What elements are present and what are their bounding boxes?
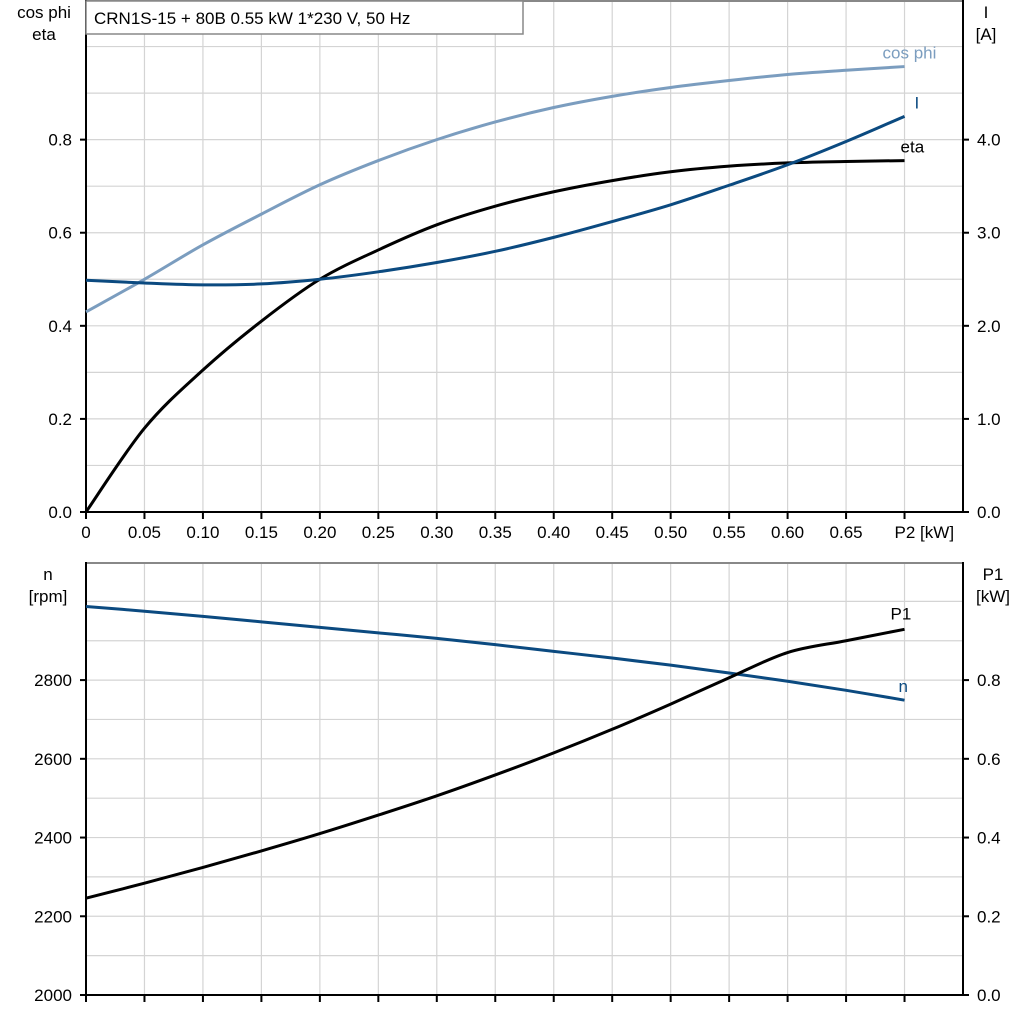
x-tick-label: 0.60 — [771, 523, 804, 542]
y-right-tick-label: 4.0 — [977, 131, 1001, 150]
series-line-i — [85, 114, 906, 287]
series-line-p1 — [85, 627, 905, 900]
series-label-n: n — [899, 677, 908, 696]
series-label-p1: P1 — [891, 604, 912, 623]
y-right-axis-label: I — [984, 3, 989, 22]
y-left-axis-label: eta — [32, 25, 56, 44]
title-box — [85, 0, 524, 35]
y-left-tick-label: 0.2 — [48, 410, 72, 429]
series-label-eta: eta — [901, 138, 925, 157]
y-right-tick-label: 3.0 — [977, 224, 1001, 243]
x-tick-label: 0.25 — [362, 523, 395, 542]
series-line-n — [85, 604, 905, 702]
y-left-tick-label: 2200 — [34, 907, 72, 926]
x-axis-label: P2 [kW] — [895, 523, 955, 542]
x-tick-label: 0.05 — [128, 523, 161, 542]
y-left-tick-label: 0.6 — [48, 224, 72, 243]
panel-2: 2000 2200 2400 2600 2800 0.0 0.2 0.4 0.6 0.8 n [rpm… — [29, 562, 1010, 1005]
y-left-tick-label: 2600 — [34, 750, 72, 769]
y-left-tick-label: 0.4 — [48, 317, 72, 336]
series-line-eta — [84, 159, 905, 513]
x-tick-label: 0.45 — [596, 523, 629, 542]
x-tick-label: 0.15 — [245, 523, 278, 542]
y-right-tick-label: 0.6 — [977, 750, 1001, 769]
y-right-axis-label: [A] — [976, 25, 997, 44]
y-right-tick-label: 0.8 — [977, 671, 1001, 690]
chart-title: CRN1S-15 + 80B 0.55 kW 1*230 V, 50 Hz — [94, 9, 410, 28]
y-right-tick-label: 2.0 — [977, 317, 1001, 336]
x-tick-label: 0.55 — [713, 523, 746, 542]
x-tick-label: 0 — [81, 523, 90, 542]
x-tick-label: 0.65 — [830, 523, 863, 542]
x-tick-label: 0.30 — [420, 523, 453, 542]
y-right-tick-label: 0.4 — [977, 829, 1001, 848]
y-right-tick-label: 0.0 — [977, 503, 1001, 522]
x-tick-label: 0.50 — [654, 523, 687, 542]
y-left-axis-label: cos phi — [17, 3, 71, 22]
y-right-tick-label: 1.0 — [977, 410, 1001, 429]
x-tick-label: 0.35 — [479, 523, 512, 542]
series-label-cos-phi: cos phi — [883, 44, 937, 63]
y-right-axis-label: [kW] — [976, 587, 1010, 606]
series-line-cos-phi — [85, 65, 905, 314]
series-label-i: I — [915, 93, 920, 112]
y-left-tick-label: 2800 — [34, 671, 72, 690]
y-left-tick-label: 2400 — [34, 829, 72, 848]
x-tick-label: 0.10 — [186, 523, 219, 542]
x-tick-label: 0.20 — [303, 523, 336, 542]
panel-1: 0 0.05 0.10 0.15 0.20 0.25 0.30 0.35 0.40 0.45 0.5… — [17, 0, 1001, 542]
y-right-axis-label: P1 — [983, 565, 1004, 584]
y-left-axis-label: n — [43, 565, 52, 584]
y-left-axis-label: [rpm] — [29, 587, 68, 606]
y-right-tick-label: 0.2 — [977, 907, 1001, 926]
y-left-tick-label: 0.8 — [48, 131, 72, 150]
y-left-tick-label: 0.0 — [48, 503, 72, 522]
x-tick-label: 0.40 — [537, 523, 570, 542]
y-left-tick-label: 2000 — [34, 986, 72, 1005]
y-right-tick-label: 0.0 — [977, 986, 1001, 1005]
